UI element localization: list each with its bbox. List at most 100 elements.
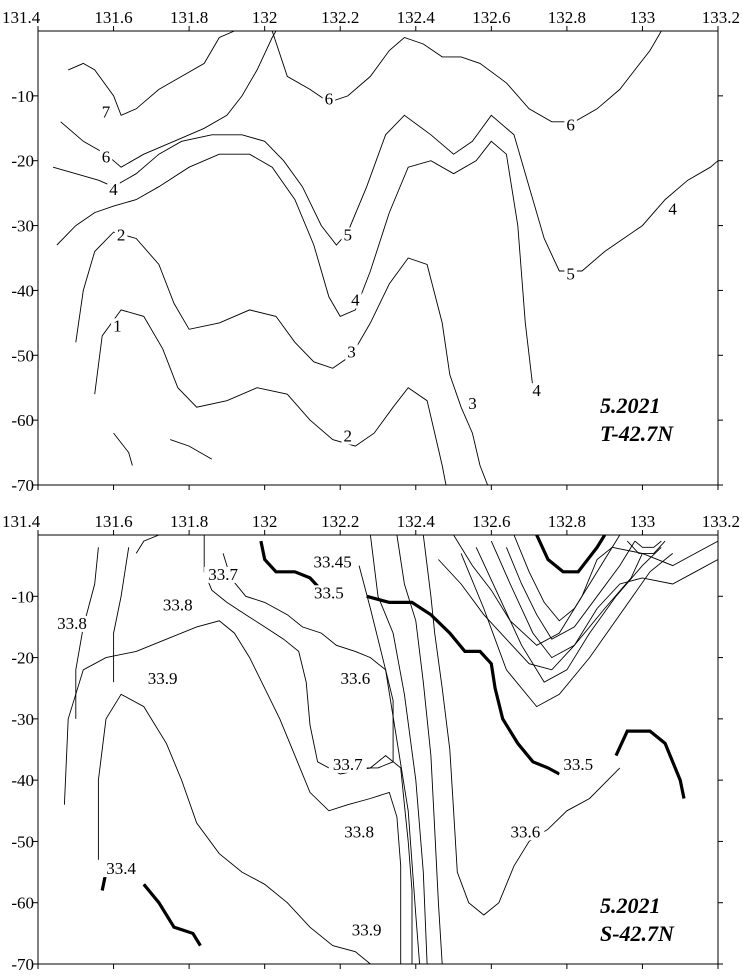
contour-label: 33.5 [563, 755, 593, 774]
x-tick-label: 133.2 [702, 512, 740, 531]
y-tick-label: -40 [11, 771, 34, 790]
contour-label: 33.4 [106, 859, 136, 878]
contour-line-6 [271, 31, 662, 123]
contour-label-bg [158, 597, 197, 614]
contour-label: 33.7 [208, 565, 238, 584]
contour-label: 3 [347, 342, 356, 361]
x-tick-label: 132.8 [548, 512, 586, 531]
x-tick-label: 133 [630, 512, 656, 531]
contour-label: 33.45 [314, 553, 352, 572]
contour-line-32_5 [634, 540, 662, 548]
contour-label-bg [111, 318, 124, 335]
contour-label-bg [102, 861, 141, 878]
contour-label-bg [143, 671, 182, 688]
contour-label-bg [114, 227, 128, 244]
y-tick-label: -20 [11, 152, 34, 171]
annotation-section: T-42.7N [600, 421, 674, 446]
contour-label: 4 [532, 381, 541, 400]
contour-line-33_65 [369, 535, 428, 964]
contour-label-bg [466, 396, 479, 413]
contour-label: 33.5 [314, 583, 344, 602]
x-tick-label: 131.6 [94, 512, 132, 531]
contour-line-33_2 [505, 540, 636, 640]
contour-label-bg [53, 615, 91, 632]
contour-line-32_6 [626, 540, 666, 554]
temperature-panel: 7 6 4 2 1 6 5 4 3 2 6 5 3 4 4 131.4 131.6 131.8 132 132.2 13… [2, 8, 740, 495]
contour-line-1 [75, 231, 489, 485]
contour-label-bg [349, 292, 362, 309]
x-tick-label: 132.8 [548, 8, 586, 27]
contour-label-bg [107, 182, 120, 199]
contour-label-bg [666, 201, 679, 218]
contour-label-bg [99, 104, 113, 121]
contour-line-32_9 [460, 553, 673, 708]
contour-label: 33.6 [510, 822, 540, 841]
contour-label: 33.7 [333, 755, 363, 774]
x-tick-label: 132 [252, 8, 278, 27]
y-tick-label: -60 [11, 411, 34, 430]
contour-label-bg [204, 566, 243, 583]
contour-label: 33.8 [163, 596, 193, 615]
contour-label: 6 [325, 89, 334, 108]
contour-lines [63, 535, 718, 964]
x-tick-label: 132.4 [397, 8, 436, 27]
contour-label: 3 [468, 394, 477, 413]
contour-line-34 [97, 693, 371, 964]
contour-label-bg [328, 756, 367, 773]
contour-label-bg [99, 149, 113, 166]
contour-label: 4 [109, 180, 118, 199]
contour-label: 1 [113, 316, 122, 335]
contour-line-33_9 [135, 535, 160, 554]
contour-label: 4 [351, 290, 360, 309]
y-tick-label: -60 [11, 894, 34, 913]
contour-label: 5 [344, 226, 353, 245]
contour-line-6 [60, 31, 277, 168]
contour-label-bg [309, 585, 348, 602]
x-tick-label: 131.6 [94, 8, 132, 27]
y-tick-label: -30 [11, 217, 34, 236]
x-tick-label: 133 [630, 8, 656, 27]
plot-frame [37, 30, 719, 486]
contour-line-33_8 [113, 547, 130, 683]
contour-line-33_1 [490, 540, 643, 659]
contour-label: 6 [566, 115, 575, 134]
y-tick-label: -40 [11, 281, 34, 300]
contour-line-33_5 [366, 594, 561, 776]
contour-label: 2 [117, 226, 126, 245]
x-tick-label: 131.8 [170, 8, 208, 27]
contour-label-bg [309, 554, 356, 571]
contour-line-33_5 [614, 729, 686, 799]
contour-label: 33.6 [340, 669, 370, 688]
contour-label: 33.9 [148, 669, 178, 688]
contour-label: 33.9 [352, 920, 382, 939]
x-tick-label: 132.6 [472, 8, 510, 27]
contour-line-2 [56, 140, 534, 388]
contour-label-bg [345, 344, 358, 361]
contour-line--1 [113, 432, 133, 466]
contour-label: 5 [566, 264, 575, 283]
contour-label-bg [564, 117, 577, 134]
contour-line-33_9 [63, 620, 402, 964]
contour-label: 33.8 [57, 614, 87, 633]
x-tick-label: 132.2 [321, 512, 359, 531]
contour-line-4 [52, 114, 718, 272]
contour-line-33_75 [358, 565, 421, 964]
contour-line-33_55 [396, 535, 443, 964]
contour-line--1 [170, 439, 213, 460]
contour-label-bg [336, 671, 375, 688]
x-tick-label: 131.8 [170, 512, 208, 531]
x-tick-label: 132.2 [321, 8, 359, 27]
y-tick-label: -50 [11, 832, 34, 851]
contour-label-bg [341, 227, 355, 244]
contour-label: 33.8 [344, 822, 374, 841]
contour-line-33_4 [142, 883, 202, 947]
contour-label-bg [530, 383, 543, 400]
annotation-date: 5.2021 [600, 893, 661, 918]
contour-label: 4 [668, 200, 677, 219]
contour-label: 6 [102, 148, 111, 167]
contour-label-bg [341, 428, 355, 445]
x-tick-label: 131.4 [2, 8, 41, 27]
contour-label-bg [506, 824, 545, 841]
salinity-panel: 33.7 33.45 33.5 33.8 33.8 33.9 33.6 33.7 33.5 33.… [2, 512, 740, 974]
contour-label-bg [559, 756, 598, 773]
